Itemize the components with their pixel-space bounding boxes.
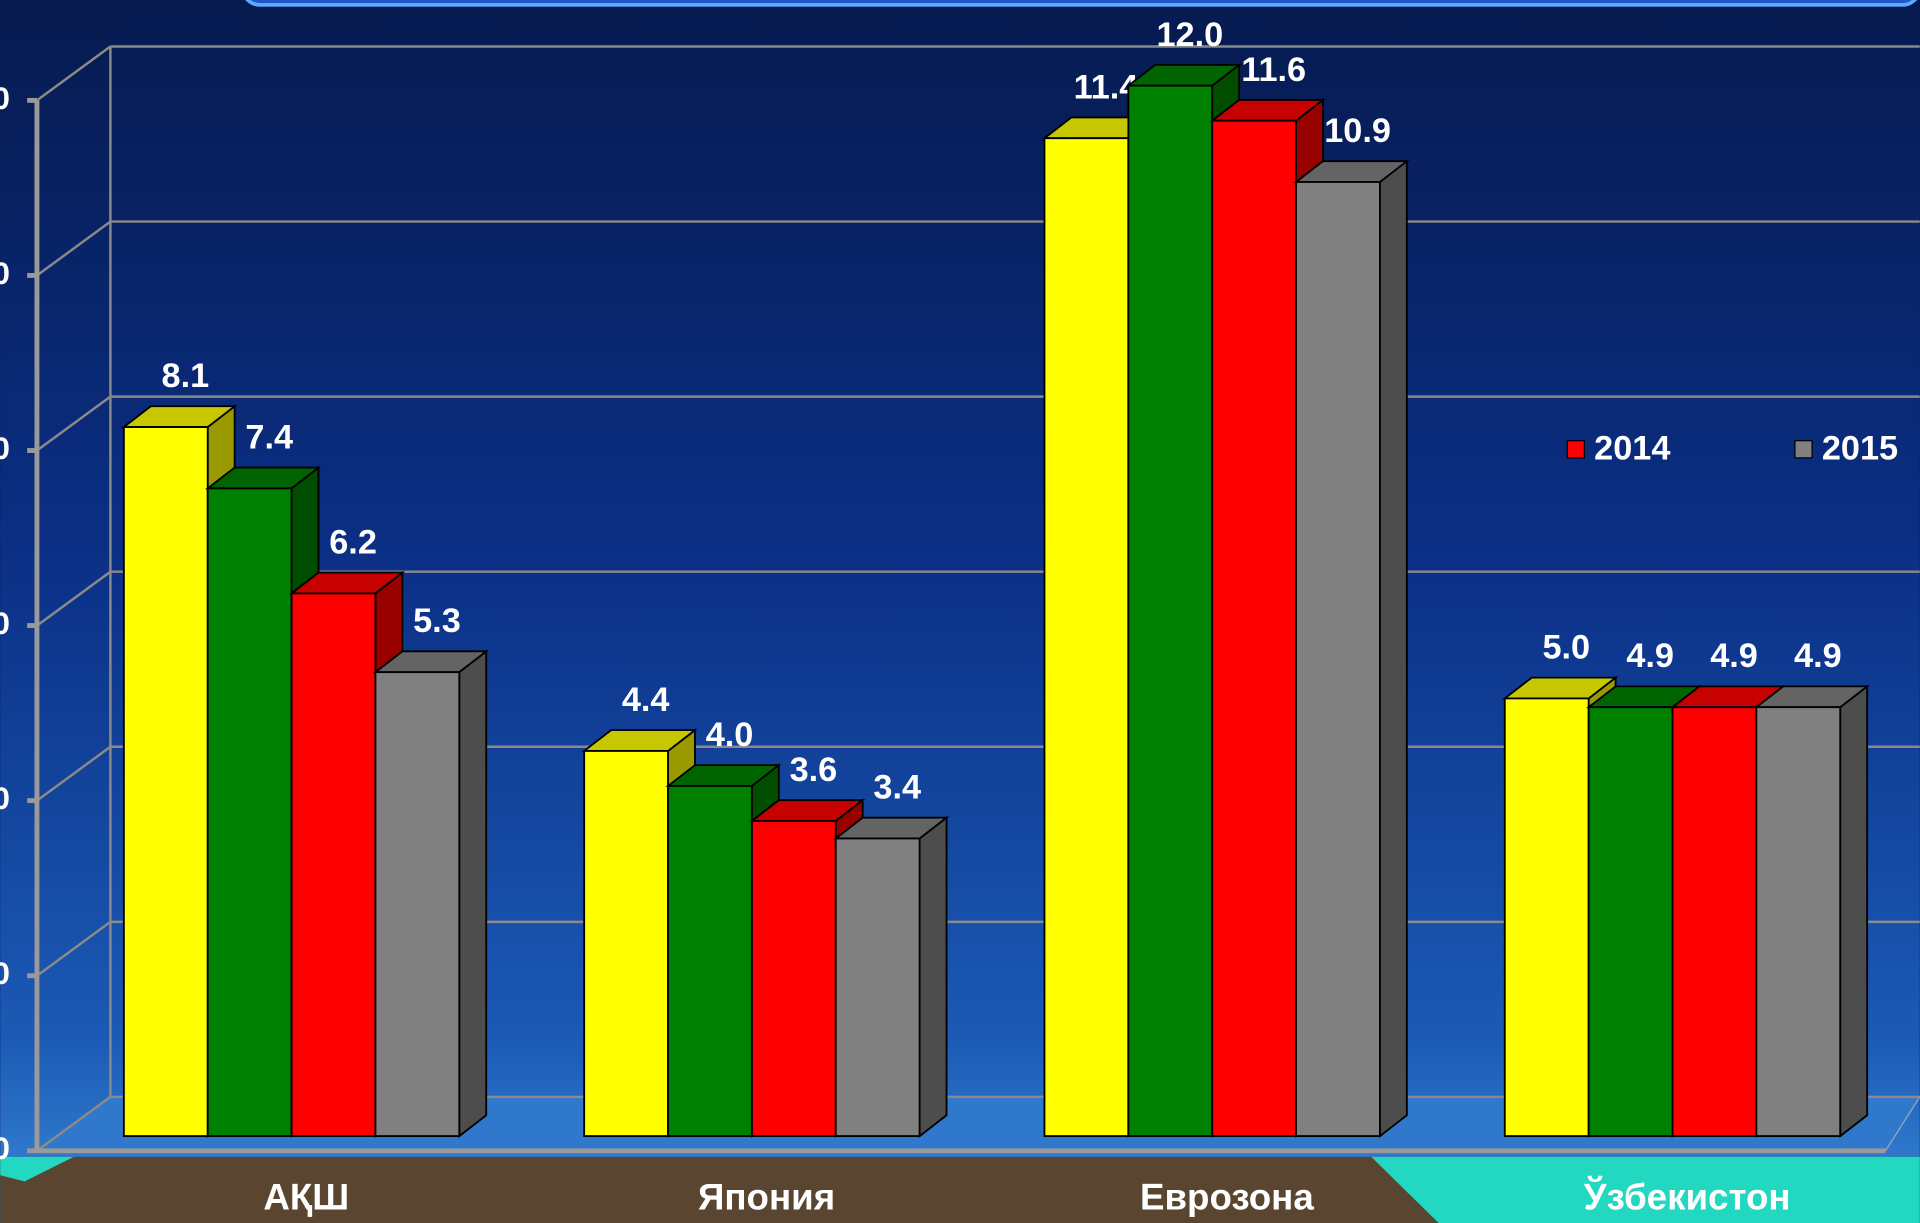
- y-tick-label: 4.0: [0, 780, 10, 816]
- bar-side: [1378, 159, 1408, 1138]
- data-label: 4.0: [706, 716, 754, 754]
- legend-label: 2014: [1594, 430, 1670, 468]
- grid-diagonal: [36, 220, 112, 277]
- y-tick-label: 10.0: [0, 255, 10, 291]
- title-banner: [245, 0, 1918, 7]
- grid-diagonal: [36, 570, 112, 627]
- grid-diagonal: [36, 1095, 112, 1152]
- legend: 2014 2015: [1566, 430, 1898, 468]
- bar: [750, 820, 837, 1137]
- bar: [122, 426, 209, 1137]
- legend-swatch: [1794, 440, 1813, 459]
- data-label: 4.9: [1710, 637, 1758, 675]
- y-tick-label: 6.0: [0, 605, 10, 641]
- x-tick-label: АҚШ: [263, 1176, 349, 1217]
- y-tick-label: 0.0: [0, 1130, 10, 1166]
- data-label: 4.9: [1794, 637, 1842, 675]
- bar: [206, 487, 293, 1137]
- grid-diagonal: [36, 745, 112, 802]
- data-label: 7.4: [245, 418, 293, 456]
- bar: [290, 592, 377, 1137]
- data-label: 3.6: [790, 751, 838, 789]
- data-label: 4.9: [1626, 637, 1674, 675]
- grid-diagonal: [36, 45, 112, 102]
- x-tick-label: Ўзбекистон: [1583, 1175, 1791, 1217]
- bars: АҚШ 8.1 7.4 6.2 5.3 Япония 4.4 4.0 3.6 3.4 Еврозон…: [121, 16, 1870, 1217]
- bar: [1043, 137, 1130, 1137]
- x-tick-label: Еврозона: [1140, 1176, 1314, 1217]
- bar-side: [918, 815, 948, 1138]
- y-tick-label: 12.0: [0, 80, 10, 116]
- data-label: 10.9: [1324, 112, 1391, 150]
- y-tick-label: 8.0: [0, 430, 10, 466]
- legend-swatch: [1566, 440, 1585, 459]
- bar: [1127, 84, 1214, 1137]
- x-tick-label: Япония: [698, 1176, 835, 1217]
- bar: [583, 750, 669, 1137]
- data-label: 8.1: [162, 357, 210, 395]
- grid-diagonal: [36, 920, 112, 977]
- sea-left: [0, 1156, 74, 1182]
- data-label: 4.4: [622, 681, 670, 719]
- bar-side: [1839, 684, 1869, 1138]
- bar: [834, 837, 921, 1137]
- bar-side: [458, 649, 488, 1138]
- bar: [667, 785, 753, 1137]
- data-label: 5.0: [1542, 628, 1590, 666]
- legend-label: 2015: [1822, 430, 1898, 468]
- bar: [1755, 706, 1842, 1137]
- grid-diagonal: [36, 395, 112, 452]
- bar: [1503, 697, 1590, 1137]
- bar: [1671, 706, 1758, 1137]
- data-label: 6.2: [329, 523, 377, 561]
- bar: [1211, 119, 1297, 1137]
- bar: [1587, 706, 1674, 1137]
- y-tick-label: 2.0: [0, 955, 10, 991]
- data-label: 5.3: [413, 602, 461, 640]
- sea: [1371, 1156, 1920, 1223]
- bar: [1295, 181, 1381, 1137]
- bar: [374, 671, 461, 1137]
- data-label: 12.0: [1156, 16, 1223, 54]
- data-label: 3.4: [873, 769, 921, 807]
- data-label: 11.6: [1241, 51, 1306, 89]
